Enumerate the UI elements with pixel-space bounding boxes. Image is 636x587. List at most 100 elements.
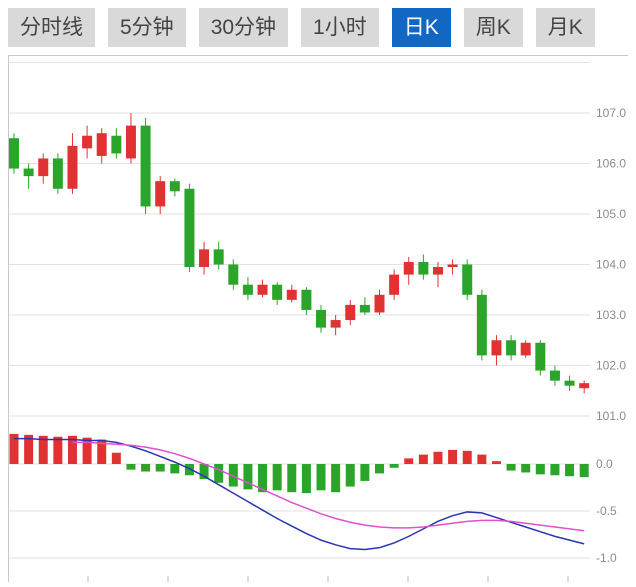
macd-histogram-bar bbox=[550, 464, 560, 476]
macd-histogram-bar bbox=[579, 464, 589, 478]
candle-body bbox=[389, 274, 400, 295]
candle-body bbox=[506, 340, 517, 356]
macd-histogram-bar bbox=[331, 464, 341, 493]
macd-histogram-bar bbox=[448, 449, 458, 464]
macd-histogram-bar bbox=[506, 464, 516, 471]
macd-histogram-bar bbox=[214, 464, 224, 483]
candle-body bbox=[184, 188, 195, 268]
candle-body bbox=[418, 261, 429, 275]
candle-body bbox=[491, 340, 502, 356]
timeframe-toolbar: 分时线 5分钟 30分钟 1小时 日K 周K 月K bbox=[0, 0, 636, 55]
price-axis-label: 101.0 bbox=[596, 409, 626, 423]
candle-body bbox=[359, 304, 370, 313]
candle-body bbox=[96, 133, 107, 156]
macd-axis-label: 0.0 bbox=[596, 457, 613, 471]
candle-body bbox=[549, 370, 560, 381]
candle-body bbox=[199, 249, 210, 268]
tab-monthly-k[interactable]: 月K bbox=[535, 8, 595, 47]
candle-body bbox=[111, 135, 122, 154]
candle-body bbox=[447, 264, 458, 268]
macd-histogram-bar bbox=[184, 464, 194, 476]
macd-histogram-bar bbox=[462, 450, 472, 464]
macd-axis-label: -1.0 bbox=[596, 551, 617, 565]
price-axis-label: 105.0 bbox=[596, 207, 626, 221]
macd-histogram-bar bbox=[477, 454, 487, 464]
macd-histogram-bar bbox=[170, 464, 180, 474]
tab-time-share-line[interactable]: 分时线 bbox=[8, 8, 95, 47]
tab-5min[interactable]: 5分钟 bbox=[108, 8, 186, 47]
macd-histogram-bar bbox=[345, 464, 355, 487]
candle-body bbox=[286, 289, 297, 300]
macd-histogram-bar bbox=[155, 464, 165, 472]
macd-histogram-bar bbox=[97, 439, 107, 464]
macd-histogram-bar bbox=[67, 435, 77, 464]
macd-histogram-bar bbox=[418, 454, 428, 464]
candle-body bbox=[403, 261, 414, 275]
candle-body bbox=[330, 320, 341, 328]
macd-histogram-bar bbox=[258, 464, 268, 493]
macd-axis-label: -0.5 bbox=[596, 504, 617, 518]
macd-histogram-bar bbox=[199, 464, 209, 480]
candle-body bbox=[23, 168, 34, 177]
candle-body bbox=[272, 284, 283, 300]
macd-histogram-bar bbox=[243, 464, 253, 490]
macd-histogram-bar bbox=[126, 464, 136, 470]
macd-dif-line bbox=[14, 437, 585, 551]
tab-weekly-k[interactable]: 周K bbox=[463, 8, 523, 47]
candle-body bbox=[564, 380, 575, 386]
macd-histogram-bar bbox=[360, 464, 370, 481]
candle-body bbox=[374, 294, 385, 313]
candle-body bbox=[579, 383, 590, 389]
macd-histogram-bar bbox=[53, 436, 63, 464]
candle-body bbox=[432, 267, 443, 275]
macd-histogram-bar bbox=[491, 461, 501, 464]
price-axis-label: 103.0 bbox=[596, 308, 626, 322]
price-axis-label: 102.0 bbox=[596, 359, 626, 373]
tab-1hour[interactable]: 1小时 bbox=[301, 8, 379, 47]
candle-body bbox=[125, 125, 136, 159]
candle-body bbox=[140, 125, 151, 207]
candle-body bbox=[213, 249, 224, 265]
macd-histogram-bar bbox=[389, 464, 399, 468]
candle-body bbox=[316, 309, 327, 328]
macd-histogram-bar bbox=[9, 433, 19, 464]
kline-chart-area[interactable]: 107.0 106.0 105.0 104.0 103.0 102.0 101.0 0.0 -0… bbox=[0, 55, 636, 582]
price-axis-label: 104.0 bbox=[596, 258, 626, 272]
candle-body bbox=[228, 264, 239, 285]
candle-body bbox=[38, 158, 49, 177]
macd-histogram-bar bbox=[301, 464, 311, 494]
candle-body bbox=[476, 294, 487, 356]
candle-body bbox=[257, 284, 268, 295]
price-axis-label: 106.0 bbox=[596, 157, 626, 171]
candle-body bbox=[155, 181, 166, 207]
macd-histogram-bar bbox=[82, 437, 92, 464]
tab-30min[interactable]: 30分钟 bbox=[198, 8, 289, 47]
candlestick-macd-chart[interactable]: 107.0 106.0 105.0 104.0 103.0 102.0 101.0 0.0 -0… bbox=[0, 55, 636, 582]
candle-body bbox=[520, 342, 531, 356]
macd-histogram-bar bbox=[316, 464, 326, 491]
macd-histogram-bar bbox=[38, 435, 48, 464]
macd-histogram-bar bbox=[272, 464, 282, 491]
candle-body bbox=[301, 289, 312, 310]
macd-histogram-bar bbox=[433, 451, 443, 464]
tab-daily-k[interactable]: 日K bbox=[391, 8, 451, 47]
macd-histogram-bar bbox=[535, 464, 545, 475]
macd-dea-line bbox=[72, 441, 585, 532]
candle-body bbox=[169, 181, 180, 192]
macd-histogram-bar bbox=[228, 464, 238, 487]
candle-body bbox=[82, 135, 93, 149]
macd-histogram-bar bbox=[521, 464, 531, 473]
macd-histogram-bar bbox=[404, 458, 414, 464]
macd-histogram-bar bbox=[24, 434, 34, 464]
candle-body bbox=[67, 145, 78, 189]
price-axis-label: 107.0 bbox=[596, 106, 626, 120]
candle-body bbox=[9, 138, 19, 169]
macd-histogram-bar bbox=[287, 464, 297, 493]
candle-body bbox=[52, 158, 63, 189]
macd-histogram-bar bbox=[111, 452, 121, 464]
candle-body bbox=[345, 304, 356, 321]
macd-histogram-bar bbox=[565, 464, 575, 477]
candle-body bbox=[242, 284, 253, 295]
macd-histogram-bar bbox=[375, 464, 384, 474]
candle-body bbox=[535, 342, 546, 371]
